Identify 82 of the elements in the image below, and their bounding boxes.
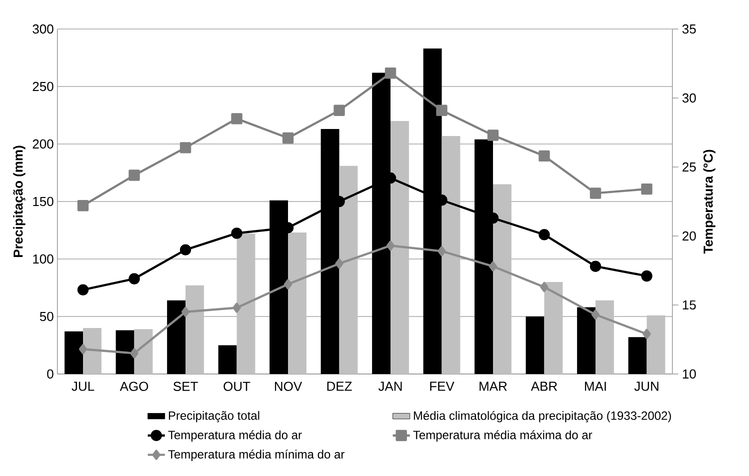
y2-tick-label: 25: [682, 162, 696, 172]
point: [231, 228, 242, 239]
bar: [236, 234, 256, 374]
x-tick-label: JUN: [634, 382, 658, 391]
point: [334, 104, 345, 116]
y-tick-label: 200: [32, 139, 54, 149]
point: [128, 273, 140, 284]
bar: [493, 184, 512, 374]
point: [591, 310, 600, 320]
bar: [64, 331, 84, 374]
x-tick-label: MAI: [585, 382, 606, 391]
y-tick-label: 100: [33, 254, 54, 264]
bar: [134, 329, 153, 374]
x-tick-label: ABR: [530, 382, 558, 391]
bar: [186, 285, 204, 374]
y2-tick-label: 10: [682, 369, 696, 379]
point: [282, 132, 294, 144]
legend-label: Temperatura média do ar: [168, 430, 302, 442]
point: [641, 270, 652, 282]
bar: [83, 328, 102, 374]
legend-label: Temperatura média máxima do ar: [413, 430, 592, 442]
y2-axis-title: Temperatura (°C): [703, 150, 716, 254]
legend-label: Precipitação total: [168, 411, 260, 422]
bar: [167, 300, 186, 374]
point: [181, 306, 190, 317]
point: [590, 260, 602, 272]
bar: [646, 315, 666, 374]
point: [488, 261, 498, 272]
x-tick-label: MAR: [480, 382, 507, 391]
point: [130, 348, 138, 358]
x-tick-label: JAN: [378, 382, 402, 391]
y2-tick-label: 30: [682, 93, 696, 103]
x-tick-label: NOV: [274, 382, 302, 391]
point: [642, 328, 651, 340]
point: [77, 284, 89, 296]
point: [180, 244, 192, 256]
point: [386, 240, 395, 251]
legend-label: Temperatura média mínima do ar: [168, 450, 344, 461]
point: [180, 142, 192, 154]
legend-label: Média climatológica da precipitação (1933-2002): [414, 410, 671, 422]
y-tick-label: 0: [47, 369, 54, 379]
point: [77, 200, 89, 212]
x-tick-label: JUL: [72, 382, 94, 391]
bar: [390, 120, 409, 374]
point: [538, 150, 550, 162]
point: [335, 258, 344, 269]
point: [641, 183, 652, 195]
x-tick-label: OUT: [224, 382, 250, 391]
point: [232, 302, 241, 313]
point: [487, 130, 499, 141]
y-tick-label: 150: [33, 196, 54, 206]
point: [590, 188, 602, 199]
bar: [339, 166, 358, 374]
y2-tick-label: 35: [682, 24, 696, 34]
bar: [526, 316, 544, 374]
y-tick-label: 250: [32, 82, 54, 92]
y-axis-title: Precipitação (mm): [13, 146, 26, 257]
x-tick-label: FEV: [430, 382, 454, 391]
bar: [544, 282, 563, 374]
bar: [288, 232, 306, 374]
x-tick-label: SET: [173, 382, 198, 391]
x-tick-label: DEZ: [327, 382, 352, 391]
bar: [442, 136, 460, 374]
point: [284, 279, 292, 290]
bar: [116, 330, 134, 374]
point: [384, 68, 396, 79]
y2-tick-label: 15: [682, 300, 696, 310]
y-tick-label: 50: [40, 312, 54, 322]
point: [436, 104, 448, 116]
bar: [577, 307, 596, 374]
bar: [628, 337, 647, 374]
bar: [218, 345, 237, 374]
y2-tick-label: 20: [682, 231, 696, 241]
point: [128, 170, 140, 181]
point: [540, 282, 548, 292]
x-tick-label: AGO: [120, 382, 148, 391]
point: [231, 113, 242, 124]
point: [78, 344, 88, 354]
point: [538, 229, 550, 240]
bar: [596, 300, 614, 374]
y-tick-label: 300: [32, 24, 54, 34]
point: [438, 246, 446, 256]
